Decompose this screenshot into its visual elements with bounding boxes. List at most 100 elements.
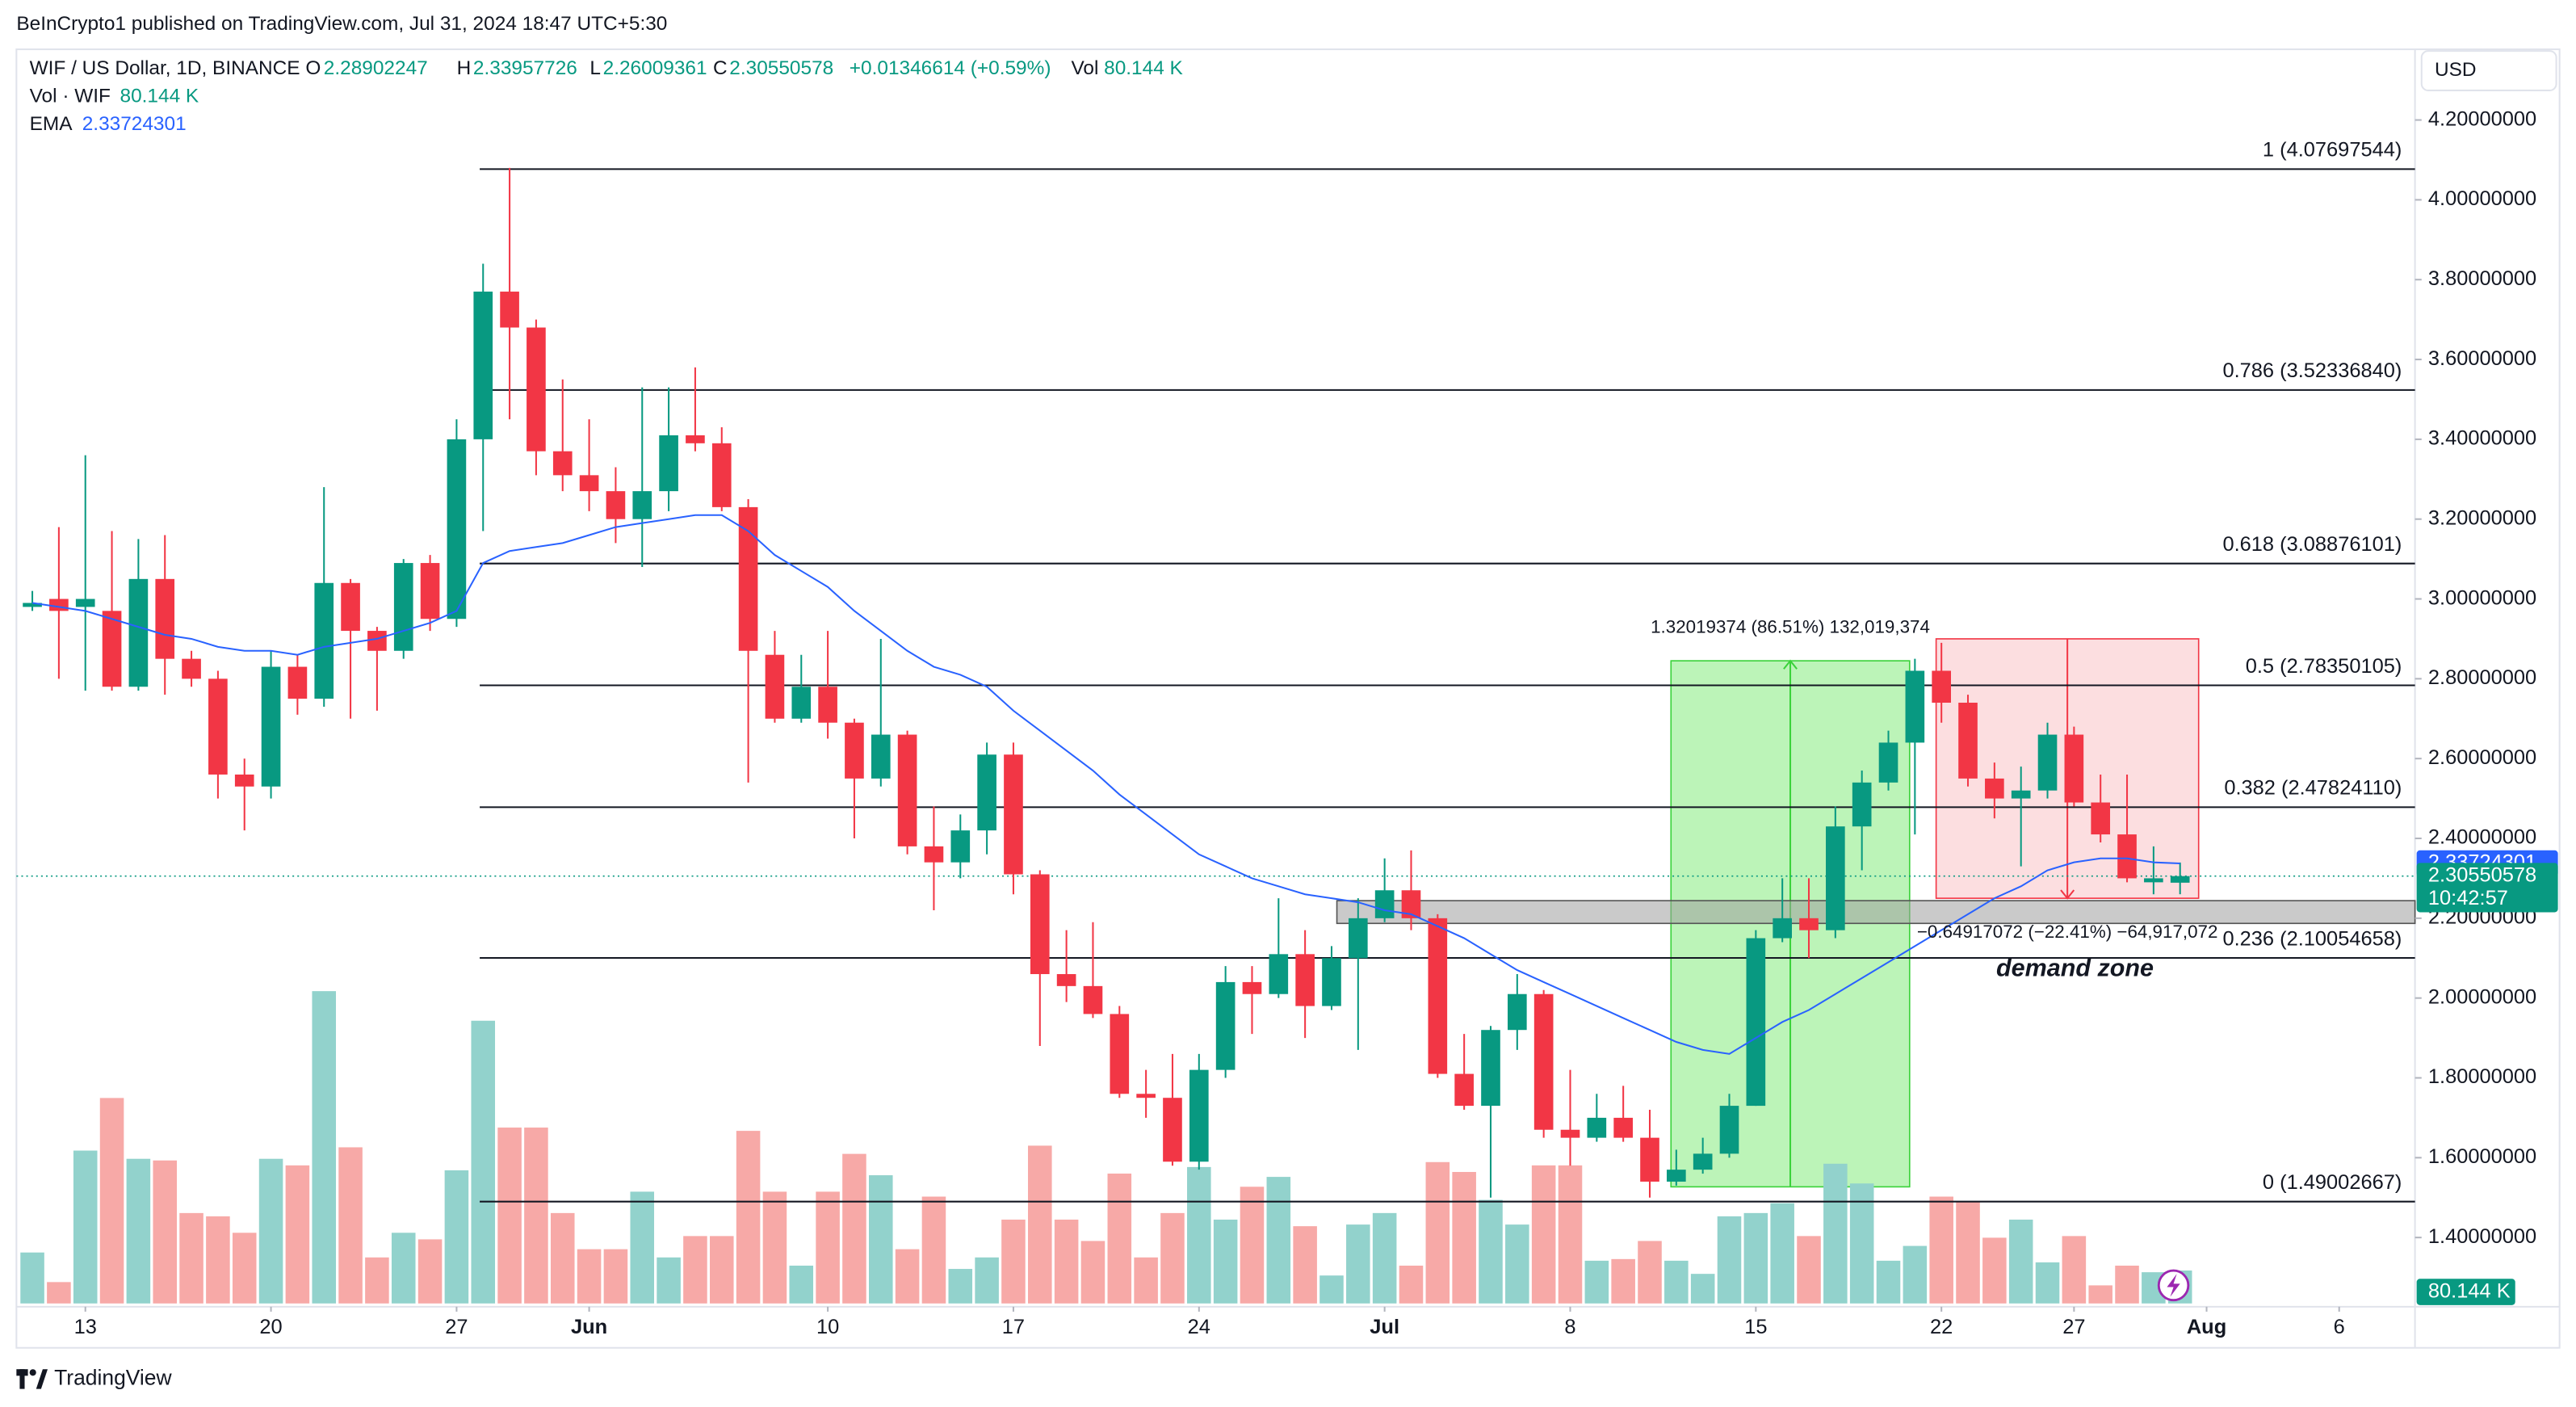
volume-bar: [1213, 1220, 1238, 1304]
volume-bar: [1664, 1260, 1689, 1304]
volume-bar: [179, 1212, 203, 1304]
volume-bar: [1849, 1183, 1874, 1304]
volume-bar: [126, 1158, 151, 1304]
volume-bar: [1584, 1260, 1609, 1304]
footer-brand: TradingView: [54, 1365, 172, 1389]
volume-bar: [1611, 1258, 1635, 1304]
candle-body: [527, 327, 546, 452]
volume-bar: [1054, 1220, 1079, 1304]
y-tick-label: 3.60000000: [2428, 347, 2536, 370]
candle-body: [765, 654, 785, 719]
candle-body: [1030, 874, 1050, 975]
logo-part: [29, 1369, 36, 1376]
candle-body: [2011, 790, 2031, 799]
volume-bar: [816, 1191, 840, 1304]
candle-body: [2170, 876, 2190, 883]
x-tick-label: 8: [1564, 1316, 1575, 1338]
candle-body: [1932, 670, 1952, 704]
open-value: 2.28902247: [324, 57, 428, 79]
volume-bar: [1956, 1201, 1980, 1304]
volume-bar: [2062, 1236, 2087, 1304]
candle-body: [1083, 985, 1103, 1014]
open-key: O: [305, 57, 321, 79]
volume-bar: [921, 1196, 946, 1304]
candle-body: [420, 563, 440, 620]
candle-body: [791, 687, 812, 719]
candle-body: [473, 292, 493, 439]
candle-body: [552, 451, 573, 476]
volume-bar: [1293, 1226, 1317, 1304]
candle-body: [1667, 1170, 1686, 1182]
volume-bar: [895, 1249, 920, 1304]
volume-bar: [471, 1020, 496, 1304]
candle-body: [659, 435, 678, 492]
volume-bar: [1558, 1165, 1583, 1304]
y-tick-label: 3.80000000: [2428, 267, 2536, 290]
vol-value: 80.144 K: [1104, 57, 1183, 79]
volume-bar: [1028, 1145, 1052, 1304]
candle-body: [128, 578, 149, 687]
currency[interactable]: USD: [2435, 59, 2477, 81]
candle-body: [367, 631, 387, 651]
candle-body: [447, 439, 467, 620]
ema-line: [31, 514, 2180, 1055]
x-tick-label: 10: [816, 1316, 839, 1338]
volume-bar: [789, 1265, 814, 1304]
volume-bar: [1160, 1212, 1185, 1304]
candle-body: [1110, 1014, 1130, 1094]
candle-body: [1374, 890, 1395, 918]
candle-body: [49, 598, 69, 611]
candle-body: [845, 722, 864, 779]
candle-layer: [23, 167, 2190, 1198]
candle-body: [1428, 918, 1448, 1074]
fib-label: 0.786 (3.52336840): [2222, 359, 2402, 382]
volume-layer: [20, 991, 2192, 1304]
y-tick-label: 4.00000000: [2428, 187, 2536, 210]
volume-bar: [736, 1131, 761, 1304]
candle-body: [287, 666, 308, 699]
currency-button[interactable]: [2420, 50, 2557, 91]
volume-bar: [709, 1236, 734, 1304]
close-value: 2.30550578: [729, 57, 833, 79]
volume-bar: [285, 1165, 310, 1304]
publish-note: BeInCrypto1 published on TradingView.com…: [16, 13, 667, 35]
volume-bar: [762, 1191, 787, 1304]
x-tick-label: 20: [259, 1316, 282, 1338]
last-price-label: 2.30550578: [2428, 863, 2536, 886]
demand-zone: [1336, 900, 2416, 925]
candle-body: [1852, 782, 1872, 827]
volume-bar: [1240, 1186, 1265, 1304]
candle-body: [1401, 890, 1421, 918]
volume-bar: [1187, 1166, 1211, 1304]
candle-body: [1958, 703, 1978, 779]
low-value: 2.26009361: [603, 57, 707, 79]
volume-bar: [603, 1249, 628, 1304]
y-tick-label: 2.00000000: [2428, 985, 2536, 1008]
volume-bar: [1505, 1224, 1529, 1304]
volume-bar: [1080, 1241, 1105, 1304]
countdown: 10:42:57: [2428, 887, 2508, 909]
volume-badge: [2416, 1279, 2515, 1305]
fib-label: 0.236 (2.10054658): [2222, 927, 2402, 950]
candle-body: [606, 491, 626, 519]
vol-key: Vol: [1071, 57, 1098, 79]
high-key: H: [457, 57, 472, 79]
fib-label: 1 (4.07697544): [2263, 139, 2402, 162]
candle-body: [2064, 734, 2084, 803]
candle-body: [2091, 802, 2111, 835]
x-tick-label: Aug: [2187, 1316, 2226, 1338]
candle-body: [1746, 938, 1766, 1107]
volume-bar: [1638, 1241, 1662, 1304]
events-icon-bolt[interactable]: [2167, 1274, 2180, 1297]
y-tick-label: 3.00000000: [2428, 586, 2536, 609]
y-tick-label: 3.40000000: [2428, 427, 2536, 450]
y-tick-label: 1.40000000: [2428, 1225, 2536, 1248]
candle-body: [1508, 993, 1527, 1031]
candle-body: [75, 598, 95, 607]
fib-label: 0.382 (2.47824110): [2224, 777, 2402, 800]
candle-body: [500, 292, 519, 328]
logo-part: [19, 1369, 25, 1389]
chart-frame: [15, 48, 2561, 1349]
volume-bar: [975, 1257, 999, 1304]
volume-bar: [868, 1175, 893, 1304]
